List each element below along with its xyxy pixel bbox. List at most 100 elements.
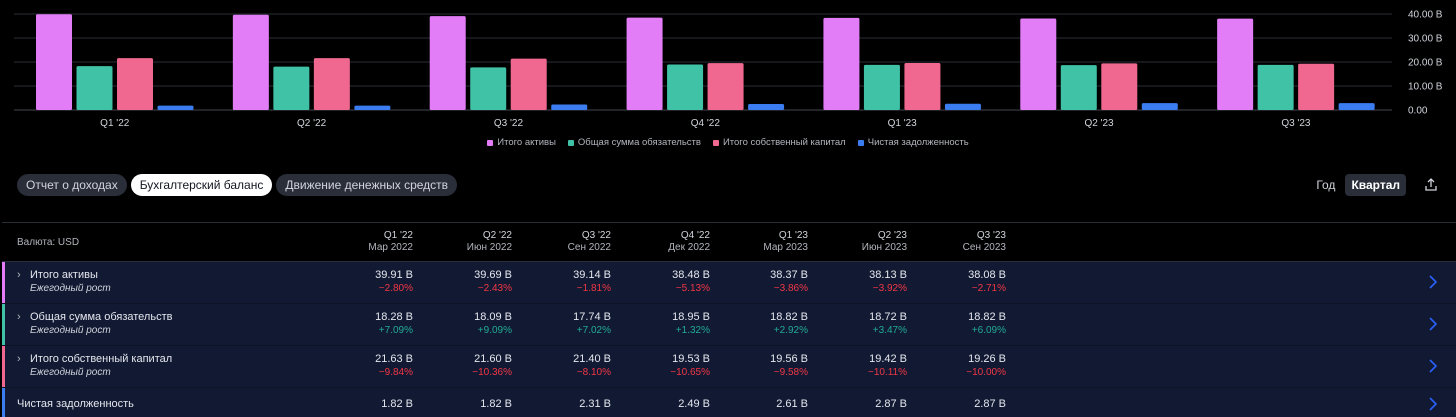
growth-cell: +3.47% bbox=[872, 325, 907, 336]
growth-cell: −8.10% bbox=[576, 367, 611, 378]
growth-cell: −2.80% bbox=[378, 283, 413, 294]
growth-cell: −9.84% bbox=[378, 367, 413, 378]
growth-cell: +6.09% bbox=[971, 325, 1006, 336]
row-color-indicator bbox=[2, 388, 5, 417]
row-title: Чистая задолженность bbox=[17, 398, 134, 410]
period-toggle: Год Квартал bbox=[1310, 174, 1406, 196]
bar bbox=[1338, 103, 1375, 110]
column-date: Дек 2022 bbox=[668, 242, 710, 253]
bar bbox=[1020, 18, 1057, 111]
bar bbox=[1101, 63, 1138, 110]
legend-entry[interactable]: Итого активы bbox=[487, 137, 556, 148]
column-quarter: Q1 '22 bbox=[383, 230, 413, 241]
legend-label: Итого собственный капитал bbox=[722, 137, 846, 148]
value-cell: 18.82 B bbox=[770, 311, 808, 323]
bar bbox=[904, 63, 941, 110]
tab-cash-flow[interactable]: Движение денежных средств bbox=[276, 174, 458, 196]
column-header: Q1 '23 Мар 2023 bbox=[728, 230, 808, 254]
value-cell: 19.53 B bbox=[672, 353, 710, 365]
legend-entry[interactable]: Общая сумма обязательств bbox=[567, 137, 701, 148]
bar bbox=[36, 14, 72, 110]
value-cell: 18.72 B bbox=[869, 311, 907, 323]
expand-chevron-icon[interactable]: › bbox=[17, 311, 21, 323]
column-quarter: Q2 '22 bbox=[482, 230, 512, 241]
column-quarter: Q2 '23 bbox=[877, 230, 907, 241]
currency-label: Валюта: USD bbox=[17, 237, 80, 248]
growth-cell: −5.13% bbox=[675, 283, 710, 294]
bar bbox=[76, 66, 113, 110]
bar bbox=[313, 58, 350, 110]
period-year-button[interactable]: Год bbox=[1316, 178, 1336, 192]
column-header: Q2 '22 Июн 2022 bbox=[432, 230, 512, 254]
growth-cell: +9.09% bbox=[477, 325, 512, 336]
growth-cell: +1.32% bbox=[675, 325, 710, 336]
bar bbox=[551, 104, 588, 110]
row-subtitle: Ежегодный рост bbox=[30, 283, 111, 294]
value-cell: 21.63 B bbox=[375, 353, 413, 365]
value-cell: 1.82 B bbox=[381, 398, 413, 410]
x-tick-label: Q1 '23 bbox=[888, 118, 918, 129]
column-date: Июн 2023 bbox=[861, 242, 907, 253]
value-cell: 2.49 B bbox=[678, 398, 710, 410]
row-title: Итого активы bbox=[30, 269, 98, 281]
chevron-right-icon[interactable] bbox=[1426, 316, 1440, 332]
legend-label: Общая сумма обязательств bbox=[577, 137, 701, 148]
chart-legend: Итого активы Общая сумма обязательств Итог… bbox=[0, 137, 1456, 148]
share-icon bbox=[1425, 178, 1437, 191]
bar bbox=[470, 67, 507, 110]
column-header: Q1 '22 Мар 2022 bbox=[333, 230, 413, 254]
x-tick-label: Q2 '23 bbox=[1084, 118, 1114, 129]
chevron-right-icon[interactable] bbox=[1426, 358, 1440, 374]
growth-cell: −3.86% bbox=[773, 283, 808, 294]
bar bbox=[1257, 64, 1294, 110]
x-tick-label: Q3 '23 bbox=[1281, 118, 1311, 129]
tab-balance-sheet[interactable]: Бухгалтерский баланс bbox=[130, 174, 273, 196]
table-row[interactable]: › Итого собственный капитал Ежегодный рост… bbox=[2, 346, 1456, 388]
y-tick-label: 0.00 bbox=[1408, 106, 1428, 117]
table-row[interactable]: › Общая сумма обязательств Ежегодный рост 1… bbox=[2, 304, 1456, 346]
value-cell: 38.13 B bbox=[869, 269, 907, 281]
row-subtitle: Ежегодный рост bbox=[30, 367, 111, 378]
growth-cell: +2.92% bbox=[773, 325, 808, 336]
chevron-right-icon[interactable] bbox=[1426, 274, 1440, 290]
value-cell: 2.87 B bbox=[875, 398, 907, 410]
column-header: Q3 '23 Сен 2023 bbox=[926, 230, 1006, 254]
legend-entry[interactable]: Чистая задолженность bbox=[857, 137, 969, 148]
bar bbox=[429, 16, 466, 111]
growth-cell: −9.58% bbox=[773, 367, 808, 378]
expand-chevron-icon[interactable]: › bbox=[17, 269, 21, 281]
share-button[interactable] bbox=[1422, 176, 1440, 194]
value-cell: 2.87 B bbox=[974, 398, 1006, 410]
x-tick-label: Q3 '22 bbox=[494, 118, 524, 129]
table-body: › Итого активы Ежегодный рост 39.91 B 39.69 … bbox=[2, 262, 1456, 417]
value-cell: 39.69 B bbox=[474, 269, 512, 281]
y-tick-label: 40.00 B bbox=[1408, 10, 1443, 21]
expand-chevron-icon[interactable]: › bbox=[17, 353, 21, 365]
growth-cell: −10.65% bbox=[670, 367, 710, 378]
value-cell: 17.74 B bbox=[573, 311, 611, 323]
value-cell: 1.82 B bbox=[480, 398, 512, 410]
value-cell: 18.28 B bbox=[375, 311, 413, 323]
period-quarter-button[interactable]: Квартал bbox=[1345, 174, 1406, 196]
value-cell: 2.31 B bbox=[579, 398, 611, 410]
table-row[interactable]: › Итого активы Ежегодный рост 39.91 B 39.69 … bbox=[2, 262, 1456, 304]
value-cell: 38.08 B bbox=[968, 269, 1006, 281]
bar bbox=[944, 103, 981, 110]
row-color-indicator bbox=[2, 304, 5, 345]
growth-cell: −2.43% bbox=[477, 283, 512, 294]
legend-label: Итого активы bbox=[497, 137, 556, 148]
legend-entry[interactable]: Итого собственный капитал bbox=[712, 137, 846, 148]
value-cell: 2.61 B bbox=[776, 398, 808, 410]
growth-cell: +7.02% bbox=[576, 325, 611, 336]
legend-swatch bbox=[567, 139, 574, 146]
table-row[interactable]: Чистая задолженность 1.82 B 1.82 B 2.31 B 2.… bbox=[2, 388, 1456, 417]
value-cell: 19.42 B bbox=[869, 353, 907, 365]
bar bbox=[1060, 65, 1097, 110]
bar bbox=[1217, 18, 1254, 110]
column-header: Q4 '22 Дек 2022 bbox=[630, 230, 710, 254]
chevron-right-icon[interactable] bbox=[1426, 396, 1440, 412]
x-tick-label: Q1 '22 bbox=[100, 118, 130, 129]
value-cell: 18.82 B bbox=[968, 311, 1006, 323]
tab-income-statement[interactable]: Отчет о доходах bbox=[17, 174, 127, 196]
y-tick-label: 10.00 B bbox=[1408, 82, 1443, 93]
